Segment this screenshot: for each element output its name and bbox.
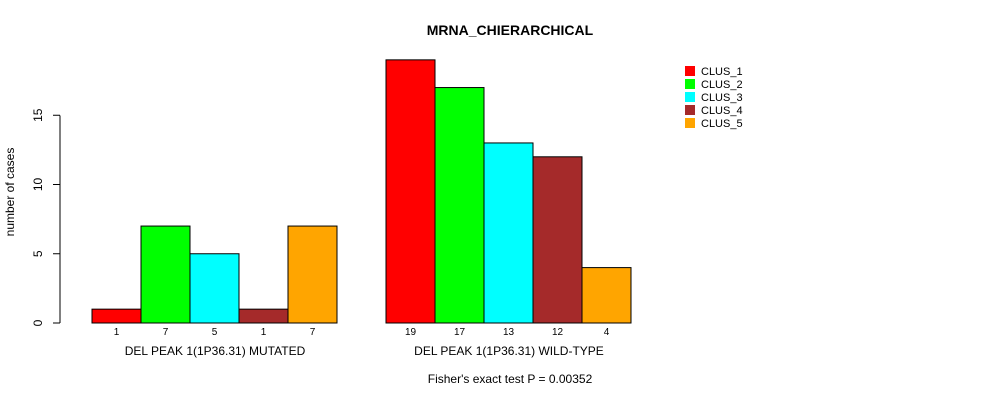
- legend-swatch-clus-3: [685, 92, 695, 102]
- bar-count-label: 5: [212, 327, 218, 338]
- chart-title: MRNA_CHIERARCHICAL: [427, 22, 594, 38]
- bar-count-label: 19: [405, 327, 417, 338]
- count-labels: 1 7 5 1 7 19 17 13 12 4: [114, 327, 610, 338]
- bar-count-label: 7: [163, 327, 169, 338]
- bar-wild-type-clus-2: [434, 87, 485, 324]
- bar-count-label: 1: [261, 327, 267, 338]
- bar-wild-type-clus-5: [581, 267, 632, 324]
- bar-count-label: 12: [552, 327, 564, 338]
- bar-wild-type-clus-4: [532, 156, 583, 324]
- legend-swatch-clus-2: [685, 79, 695, 89]
- legend-label: CLUS_4: [701, 105, 743, 117]
- bar-mutated-clus-4: [238, 308, 289, 324]
- bar-count-label: 17: [454, 327, 466, 338]
- bar-wild-type-clus-3: [483, 142, 534, 324]
- bar-count-label: 7: [310, 327, 316, 338]
- bar-mutated-clus-3: [189, 253, 240, 324]
- fisher-test-footnote: Fisher's exact test P = 0.00352: [428, 372, 593, 386]
- y-tick-label: 5: [31, 250, 45, 257]
- legend-swatch-clus-5: [685, 118, 695, 128]
- bar-count-label: 1: [114, 327, 120, 338]
- y-ticks: 0 5 10 15: [31, 108, 60, 326]
- legend-label: CLUS_3: [701, 92, 743, 104]
- y-tick-label: 10: [31, 178, 45, 192]
- group-label-mutated: DEL PEAK 1(1P36.31) MUTATED: [125, 344, 306, 358]
- group-label-wild-type: DEL PEAK 1(1P36.31) WILD-TYPE: [414, 344, 604, 358]
- bar-count-label: 4: [604, 327, 610, 338]
- y-axis-label: number of cases: [3, 148, 17, 237]
- legend-swatch-clus-1: [685, 66, 695, 76]
- bar-count-label: 13: [503, 327, 515, 338]
- bar-mutated-clus-1: [91, 308, 142, 324]
- legend-swatch-clus-4: [685, 105, 695, 115]
- bars: [91, 59, 632, 324]
- legend-label: CLUS_2: [701, 79, 743, 91]
- bar-wild-type-clus-1: [385, 59, 436, 324]
- bar-mutated-clus-5: [287, 225, 338, 324]
- bar-mutated-clus-2: [140, 225, 191, 324]
- legend-label: CLUS_1: [701, 66, 743, 78]
- legend-label: CLUS_5: [701, 118, 743, 130]
- y-tick-label: 15: [31, 108, 45, 122]
- y-tick-label: 0: [31, 319, 45, 326]
